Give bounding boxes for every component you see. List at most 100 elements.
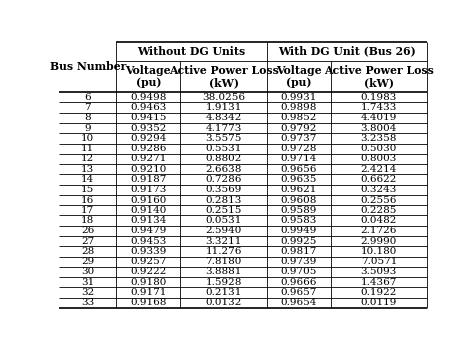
Text: 10.180: 10.180	[361, 247, 397, 256]
Text: 10: 10	[81, 134, 94, 143]
Text: With DG Unit (Bus 26): With DG Unit (Bus 26)	[278, 46, 416, 57]
Text: 3.8004: 3.8004	[361, 124, 397, 133]
Text: 30: 30	[81, 267, 94, 276]
Text: 2.6638: 2.6638	[205, 165, 242, 174]
Text: 0.9852: 0.9852	[281, 113, 317, 122]
Text: 4.1773: 4.1773	[205, 124, 242, 133]
Text: 0.9173: 0.9173	[130, 185, 166, 194]
Text: 0.3569: 0.3569	[205, 185, 242, 194]
Text: 0.2556: 0.2556	[361, 195, 397, 204]
Text: 12: 12	[81, 154, 94, 163]
Text: 9: 9	[84, 124, 91, 133]
Text: 0.9168: 0.9168	[130, 298, 166, 307]
Text: 0.9286: 0.9286	[130, 144, 166, 153]
Text: Active Power Loss
(kW): Active Power Loss (kW)	[324, 64, 434, 88]
Text: 2.9990: 2.9990	[361, 237, 397, 246]
Text: 0.2285: 0.2285	[361, 206, 397, 215]
Text: 1.9131: 1.9131	[205, 103, 242, 112]
Text: 0.9931: 0.9931	[281, 93, 317, 102]
Text: 0.9949: 0.9949	[281, 226, 317, 235]
Text: 3.5575: 3.5575	[205, 134, 242, 143]
Text: 0.9160: 0.9160	[130, 195, 166, 204]
Text: 0.9187: 0.9187	[130, 175, 166, 184]
Text: 0.9925: 0.9925	[281, 237, 317, 246]
Text: 0.9666: 0.9666	[281, 278, 317, 287]
Text: 15: 15	[81, 185, 94, 194]
Text: 7.8180: 7.8180	[205, 257, 242, 266]
Text: 0.3243: 0.3243	[361, 185, 397, 194]
Text: 0.9339: 0.9339	[130, 247, 166, 256]
Text: 2.4214: 2.4214	[361, 165, 397, 174]
Text: Voltage
(pu): Voltage (pu)	[276, 64, 322, 88]
Text: 11: 11	[81, 144, 94, 153]
Text: 0.9171: 0.9171	[130, 288, 166, 297]
Text: 0.9140: 0.9140	[130, 206, 166, 215]
Text: 0.0482: 0.0482	[361, 216, 397, 225]
Text: 0.0531: 0.0531	[205, 216, 242, 225]
Text: 0.1983: 0.1983	[361, 93, 397, 102]
Text: Bus Number: Bus Number	[49, 61, 126, 72]
Text: 0.9222: 0.9222	[130, 267, 166, 276]
Text: 0.9737: 0.9737	[281, 134, 317, 143]
Text: 0.9583: 0.9583	[281, 216, 317, 225]
Text: 0.9739: 0.9739	[281, 257, 317, 266]
Text: 3.8881: 3.8881	[205, 267, 242, 276]
Text: 0.9479: 0.9479	[130, 226, 166, 235]
Text: 32: 32	[81, 288, 94, 297]
Text: 17: 17	[81, 206, 94, 215]
Text: 0.9271: 0.9271	[130, 154, 166, 163]
Text: 6: 6	[84, 93, 91, 102]
Text: 31: 31	[81, 278, 94, 287]
Text: 0.5531: 0.5531	[205, 144, 242, 153]
Text: 0.8003: 0.8003	[361, 154, 397, 163]
Text: 0.9792: 0.9792	[281, 124, 317, 133]
Text: 0.9210: 0.9210	[130, 165, 166, 174]
Text: 1.7433: 1.7433	[361, 103, 397, 112]
Text: 0.0119: 0.0119	[361, 298, 397, 307]
Text: 38.0256: 38.0256	[202, 93, 245, 102]
Text: 18: 18	[81, 216, 94, 225]
Text: 0.9657: 0.9657	[281, 288, 317, 297]
Text: 0.9352: 0.9352	[130, 124, 166, 133]
Text: 0.0132: 0.0132	[205, 298, 242, 307]
Text: 0.6622: 0.6622	[361, 175, 397, 184]
Text: 0.9134: 0.9134	[130, 216, 166, 225]
Text: 0.9817: 0.9817	[281, 247, 317, 256]
Text: 0.9705: 0.9705	[281, 267, 317, 276]
Text: 0.9635: 0.9635	[281, 175, 317, 184]
Text: 3.3211: 3.3211	[205, 237, 242, 246]
Text: 29: 29	[81, 257, 94, 266]
Text: 7.0571: 7.0571	[361, 257, 397, 266]
Text: Without DG Units: Without DG Units	[137, 46, 246, 57]
Text: 4.8342: 4.8342	[205, 113, 242, 122]
Text: 0.2515: 0.2515	[205, 206, 242, 215]
Text: 0.9498: 0.9498	[130, 93, 166, 102]
Text: 0.9453: 0.9453	[130, 237, 166, 246]
Text: 2.5940: 2.5940	[205, 226, 242, 235]
Text: 0.9415: 0.9415	[130, 113, 166, 122]
Text: 14: 14	[81, 175, 94, 184]
Text: 16: 16	[81, 195, 94, 204]
Text: 0.9621: 0.9621	[281, 185, 317, 194]
Text: 33: 33	[81, 298, 94, 307]
Text: 0.9654: 0.9654	[281, 298, 317, 307]
Text: 4.4019: 4.4019	[361, 113, 397, 122]
Text: 0.1922: 0.1922	[361, 288, 397, 297]
Text: 0.8802: 0.8802	[205, 154, 242, 163]
Text: Voltage
(pu): Voltage (pu)	[126, 64, 171, 88]
Text: 0.9257: 0.9257	[130, 257, 166, 266]
Text: 7: 7	[84, 103, 91, 112]
Text: 27: 27	[81, 237, 94, 246]
Text: 0.9608: 0.9608	[281, 195, 317, 204]
Text: 3.5093: 3.5093	[361, 267, 397, 276]
Text: 0.9294: 0.9294	[130, 134, 166, 143]
Text: 0.9589: 0.9589	[281, 206, 317, 215]
Text: 3.2358: 3.2358	[361, 134, 397, 143]
Text: 1.4367: 1.4367	[361, 278, 397, 287]
Text: Active Power Loss
(kW): Active Power Loss (kW)	[169, 64, 279, 88]
Text: 13: 13	[81, 165, 94, 174]
Text: 0.7286: 0.7286	[205, 175, 242, 184]
Text: 0.9714: 0.9714	[281, 154, 317, 163]
Text: 0.5030: 0.5030	[361, 144, 397, 153]
Text: 8: 8	[84, 113, 91, 122]
